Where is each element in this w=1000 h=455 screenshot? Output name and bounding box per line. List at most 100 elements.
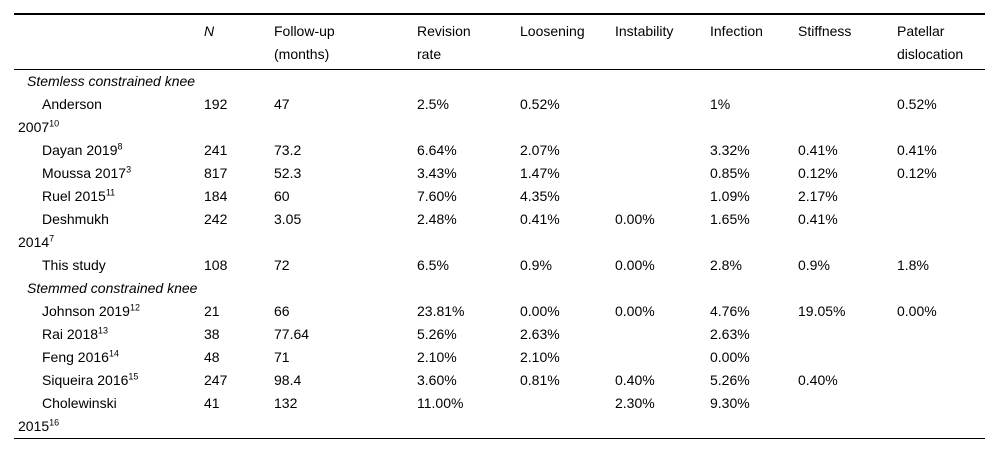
- cell-loosening: 0.00%: [520, 303, 560, 319]
- cell-revision-rate: 7.60%: [417, 188, 457, 204]
- study-name: Feng 201614: [42, 348, 119, 365]
- table-row-this-study: This study 108 72 6.5% 0.9% 0.00% 2.8% 0…: [14, 254, 985, 277]
- section-row-stemmed: Stemmed constrained knee: [14, 277, 985, 300]
- cell-revision-rate: 3.60%: [417, 372, 457, 388]
- cell-patellar-dislocation: [893, 208, 985, 254]
- header-line: Patellar: [897, 23, 945, 39]
- cell-follow-up: 77.64: [274, 326, 310, 342]
- cell-infection: 3.32%: [710, 142, 750, 158]
- cell-stiffness: [794, 392, 893, 439]
- cell-loosening: 0.9%: [520, 257, 552, 273]
- cell-infection: 2.8%: [710, 257, 742, 273]
- cell-stiffness: [794, 323, 893, 346]
- cell-instability: [611, 139, 706, 162]
- header-line: Follow-up: [274, 23, 335, 39]
- cell-loosening: 0.81%: [520, 372, 560, 388]
- citation-superscript: 8: [117, 141, 123, 152]
- header-row: N Follow-up (months) Revision rate Loose…: [14, 14, 985, 70]
- col-header-infection: Infection: [710, 23, 763, 39]
- cell-instability: 0.00%: [615, 211, 655, 227]
- cell-loosening: [516, 392, 611, 439]
- cell-instability: [611, 93, 706, 139]
- header-line: dislocation: [897, 46, 964, 62]
- cell-follow-up: 60: [274, 188, 290, 204]
- cell-n: 192: [204, 96, 228, 112]
- study-name-cell: Moussa 20173: [14, 162, 200, 185]
- col-header-follow-up: Follow-up (months): [270, 14, 413, 70]
- cell-infection: 4.76%: [710, 303, 750, 319]
- section-label: Stemless constrained knee: [27, 73, 196, 89]
- cell-loosening: 2.63%: [520, 326, 560, 342]
- study-name-cell: Cholewinski 201516: [14, 392, 200, 439]
- study-name: Rai 201813: [42, 325, 109, 342]
- study-name: Moussa 20173: [42, 164, 132, 181]
- table-row-deshmukh-2014: Deshmukh 20147 242 3.05 2.48% 0.41% 0.00…: [14, 208, 985, 254]
- cell-revision-rate: 2.48%: [417, 211, 457, 227]
- cell-stiffness: [794, 93, 893, 139]
- citation-superscript: 14: [108, 348, 119, 359]
- cell-revision-rate: 6.5%: [417, 257, 449, 273]
- cell-instability: 0.00%: [615, 257, 655, 273]
- study-name: Ruel 201511: [42, 187, 116, 204]
- cell-instability: [611, 185, 706, 208]
- cell-follow-up: 98.4: [274, 372, 302, 388]
- study-name: Deshmukh: [42, 211, 109, 227]
- cell-patellar-dislocation: 0.52%: [897, 96, 937, 112]
- study-name-continued: 20147: [18, 233, 55, 250]
- cell-n: 184: [204, 188, 228, 204]
- cell-patellar-dislocation: 0.41%: [897, 142, 937, 158]
- study-name: Siqueira 201615: [42, 371, 139, 388]
- cell-loosening: 2.10%: [520, 349, 560, 365]
- cell-loosening: 4.35%: [520, 188, 560, 204]
- study-name-cell: Rai 201813: [14, 323, 200, 346]
- table-row-anderson-2007: Anderson 200710 192 47 2.5% 0.52% 1% 0.5…: [14, 93, 985, 139]
- col-header-loosening: Loosening: [520, 23, 585, 39]
- cell-n: 241: [204, 142, 228, 158]
- table-row-siqueira-2016: Siqueira 201615 247 98.4 3.60% 0.81% 0.4…: [14, 369, 985, 392]
- cell-n: 247: [204, 372, 228, 388]
- study-name: Johnson 201912: [42, 302, 140, 319]
- study-name-cell: Feng 201614: [14, 346, 200, 369]
- cell-n: 817: [204, 165, 228, 181]
- table-row-cholewinski-2015: Cholewinski 201516 41 132 11.00% 2.30% 9…: [14, 392, 985, 439]
- cell-infection: 1.09%: [710, 188, 750, 204]
- study-name-cell: Johnson 201912: [14, 300, 200, 323]
- cell-patellar-dislocation: [893, 323, 985, 346]
- study-name-continued: 200710: [18, 118, 60, 135]
- header-line: Revision: [417, 23, 471, 39]
- citation-superscript: 11: [105, 187, 116, 198]
- cell-follow-up: 66: [274, 303, 290, 319]
- cell-stiffness: 0.12%: [798, 165, 838, 181]
- cell-n: 38: [204, 326, 220, 342]
- cell-stiffness: 0.40%: [798, 372, 838, 388]
- table-row-johnson-2019: Johnson 201912 21 66 23.81% 0.00% 0.00% …: [14, 300, 985, 323]
- table-row-feng-2016: Feng 201614 48 71 2.10% 2.10% 0.00%: [14, 346, 985, 369]
- citation-superscript: 12: [129, 302, 140, 313]
- cell-n: 108: [204, 257, 228, 273]
- cell-loosening: 0.41%: [520, 211, 560, 227]
- cell-follow-up: 47: [274, 96, 290, 112]
- cell-instability: 2.30%: [615, 395, 655, 411]
- cell-follow-up: 72: [274, 257, 290, 273]
- cell-infection: 0.85%: [710, 165, 750, 181]
- cell-patellar-dislocation: [893, 185, 985, 208]
- cell-patellar-dislocation: [893, 346, 985, 369]
- cell-instability: 0.40%: [615, 372, 655, 388]
- cell-stiffness: 0.9%: [798, 257, 830, 273]
- study-name-cell: This study: [14, 254, 200, 277]
- header-line: (months): [274, 46, 330, 62]
- cell-n: 21: [204, 303, 220, 319]
- cell-instability: 0.00%: [615, 303, 655, 319]
- citation-superscript: 13: [98, 325, 109, 336]
- cell-loosening: 0.52%: [520, 96, 560, 112]
- col-header-revision-rate: Revision rate: [413, 14, 516, 70]
- study-name: This study: [42, 257, 106, 273]
- cell-instability: [611, 323, 706, 346]
- study-name-continued: 201516: [18, 417, 60, 434]
- cell-revision-rate: 3.43%: [417, 165, 457, 181]
- cell-patellar-dislocation: 0.00%: [897, 303, 937, 319]
- cell-stiffness: 0.41%: [798, 142, 838, 158]
- header-line: rate: [417, 46, 442, 62]
- col-header-patellar-dislocation: Patellar dislocation: [893, 14, 985, 70]
- cell-n: 242: [204, 211, 228, 227]
